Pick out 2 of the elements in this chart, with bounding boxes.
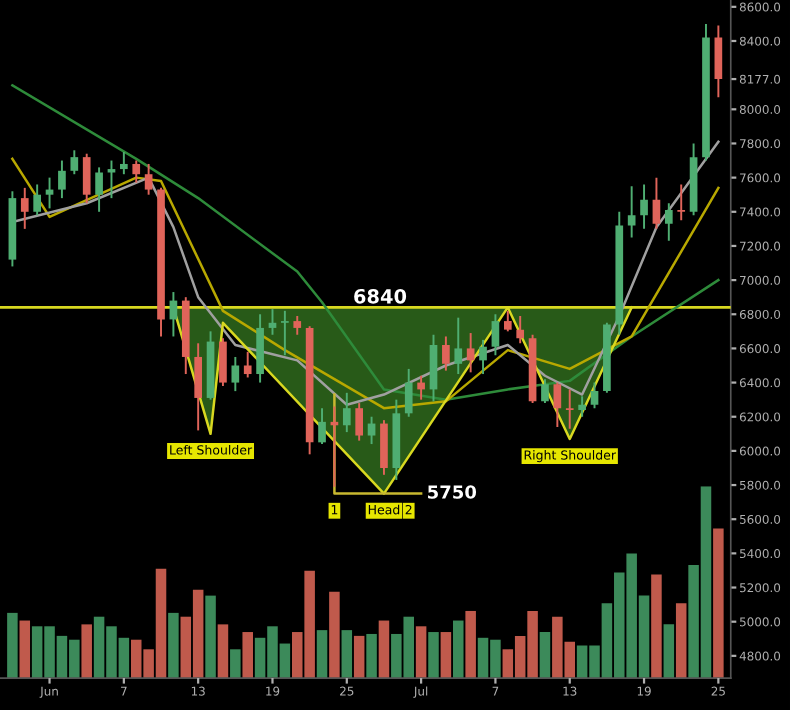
- ref-line-label: 6840: [354, 288, 407, 304]
- annotation: 5750: [428, 485, 477, 499]
